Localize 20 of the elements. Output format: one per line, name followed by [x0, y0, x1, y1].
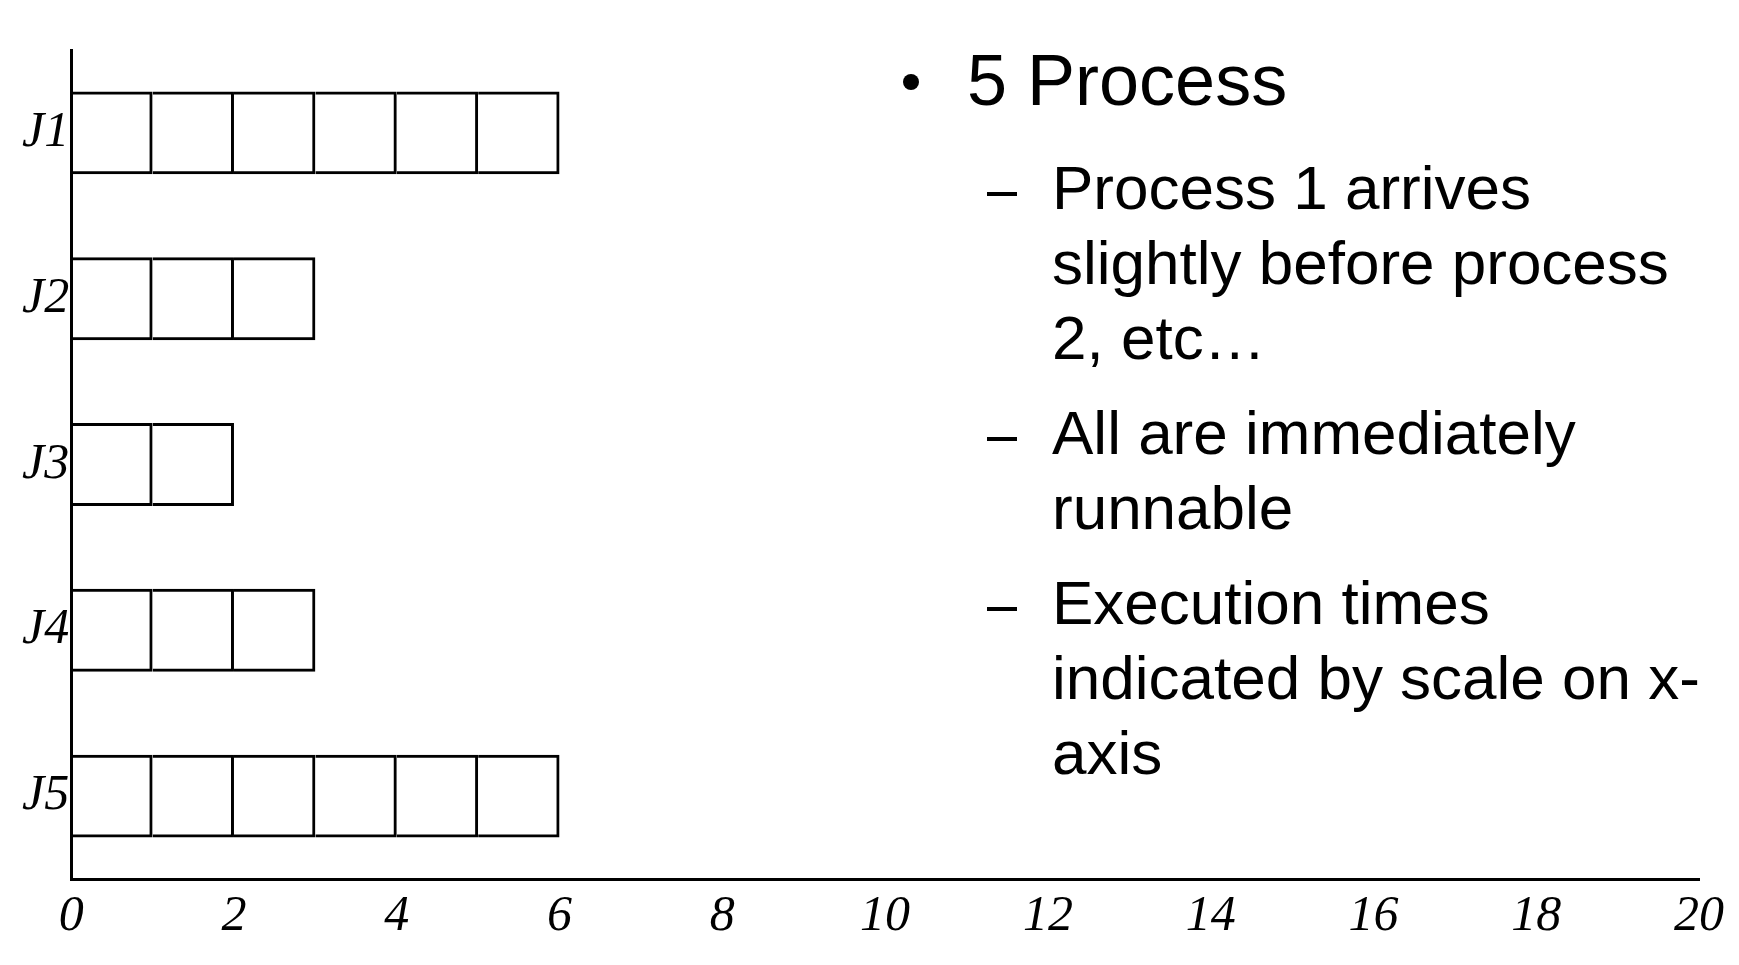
x-tick-label: 0: [58, 885, 84, 942]
x-tick-label: 14: [1185, 885, 1236, 942]
x-tick-label: 2: [221, 885, 247, 942]
x-tick-label: 10: [860, 885, 911, 942]
x-tick-label: 18: [1511, 885, 1562, 942]
y-tick-label: J5: [21, 764, 70, 821]
annotation: All are immediately runnable: [1052, 398, 1576, 542]
y-tick-label: J3: [21, 432, 70, 489]
x-tick-label: 6: [547, 885, 573, 942]
x-tick-label: 12: [1022, 885, 1073, 942]
x-tick-label: 4: [384, 885, 410, 942]
annotation: Process 1 arrives slightly before process 2, etc…: [1052, 153, 1669, 372]
x-tick-label: 8: [709, 885, 735, 942]
y-tick-label: J2: [21, 266, 70, 323]
x-tick-label: 20: [1674, 885, 1724, 942]
annotation: Execution times indicated by scale on x-axis: [1052, 568, 1700, 787]
y-tick-label: J4: [21, 598, 70, 655]
y-tick-label: J1: [21, 101, 70, 158]
annotation: 5 Process: [967, 40, 1288, 120]
x-tick-label: 16: [1348, 885, 1399, 942]
